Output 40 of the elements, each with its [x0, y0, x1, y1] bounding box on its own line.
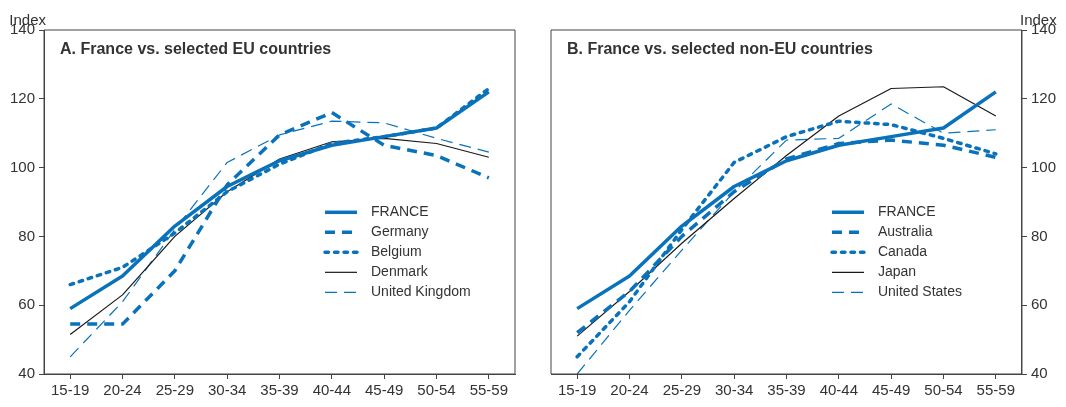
x-tick-label: 15-19: [557, 381, 597, 399]
y-tick-label: 80: [18, 226, 36, 244]
x-tick-label: 35-39: [260, 381, 299, 399]
y-tick-label: 100: [10, 157, 36, 175]
legend-label: FRANCE: [877, 203, 936, 220]
x-tick-label: 15-19: [51, 381, 90, 399]
x-tick-label: 50-54: [417, 381, 456, 399]
y2-tick-label: 100: [1030, 157, 1056, 175]
y2-tick-label: 40: [1030, 364, 1048, 382]
x-tick-label: 40-44: [312, 381, 352, 399]
legend-label: United States: [877, 283, 963, 300]
legend-label: Germany: [371, 223, 429, 240]
y-tick-label: 40: [18, 364, 36, 382]
x-tick-label: 25-29: [662, 381, 702, 399]
legend-label: Japan: [877, 263, 917, 280]
x-tick-label: 20-24: [610, 381, 649, 399]
x-tick-label: 25-29: [155, 381, 195, 399]
x-tick-label: 45-49: [364, 381, 404, 399]
x-tick-label: 20-24: [103, 381, 142, 399]
text: B. France vs. selected non-EU countries: [567, 40, 873, 58]
y2-tick-label: 80: [1030, 226, 1048, 244]
y2-tick-label: 60: [1030, 295, 1048, 313]
y-tick-label: 120: [10, 88, 36, 106]
y2-tick-label: 120: [1030, 88, 1056, 106]
x-tick-label: 40-44: [819, 381, 858, 399]
legend-label: Denmark: [371, 263, 429, 280]
x-tick-label: 45-49: [871, 381, 911, 399]
x-tick-label: 55-59: [469, 381, 509, 399]
legend-label: Belgium: [371, 243, 422, 260]
legend-label: FRANCE: [371, 203, 429, 220]
legend-label: Australia: [877, 223, 933, 240]
y-tick-label: 60: [18, 295, 36, 313]
x-tick-label: 30-34: [208, 381, 247, 399]
text: A. France vs. selected EU countries: [60, 40, 332, 58]
x-tick-label: 50-54: [924, 381, 963, 399]
x-tick-label: 30-34: [714, 381, 754, 399]
legend-label: United Kingdom: [371, 283, 471, 300]
x-tick-label: 35-39: [767, 381, 806, 399]
x-tick-label: 55-59: [976, 381, 1015, 399]
legend-label: Canada: [877, 243, 928, 260]
